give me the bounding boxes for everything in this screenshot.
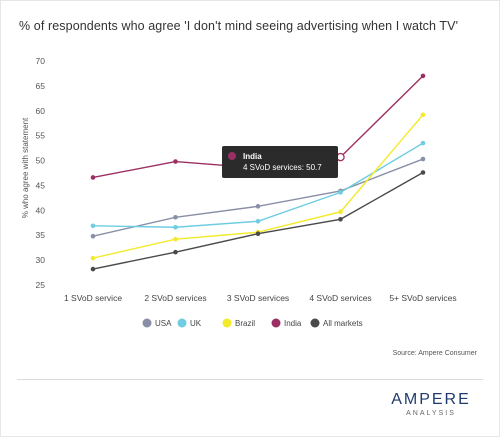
- legend-marker[interactable]: [142, 318, 152, 328]
- tooltip-value: 4 SVoD services: 50.7: [243, 163, 322, 172]
- ampere-logo: AMPERE ANALYSIS: [387, 391, 475, 419]
- data-point-uk[interactable]: [338, 190, 343, 195]
- tooltip-series-name: India: [243, 152, 262, 161]
- y-tick-label: 55: [36, 131, 46, 141]
- data-point-uk[interactable]: [90, 223, 96, 229]
- data-point-all-markets[interactable]: [90, 266, 96, 272]
- y-tick-label: 30: [36, 255, 46, 265]
- y-tick-label: 45: [36, 180, 46, 190]
- data-point-all-markets[interactable]: [173, 249, 178, 255]
- data-point-brazil[interactable]: [420, 112, 426, 118]
- legend-label[interactable]: All markets: [323, 319, 363, 328]
- data-point-india[interactable]: [173, 159, 178, 164]
- y-tick-label: 60: [36, 106, 46, 116]
- data-point-uk[interactable]: [420, 140, 426, 146]
- x-tick-label: 4 SVoD services: [309, 293, 371, 303]
- legend-label[interactable]: USA: [155, 319, 172, 328]
- data-point-uk[interactable]: [255, 218, 261, 224]
- data-point-uk[interactable]: [173, 224, 178, 230]
- x-tick-label: 5+ SVoD services: [389, 293, 456, 303]
- tooltip-box: [222, 146, 338, 178]
- data-point-usa[interactable]: [255, 204, 261, 209]
- legend-label[interactable]: Brazil: [235, 319, 255, 328]
- tooltip: India 4 SVoD services: 50.7: [222, 146, 338, 178]
- data-point-all-markets[interactable]: [420, 170, 426, 175]
- y-tick-label: 25: [36, 280, 46, 290]
- y-tick-label: 70: [36, 56, 46, 66]
- legend-label[interactable]: UK: [190, 319, 202, 328]
- logo-main-text: AMPERE: [391, 391, 471, 408]
- axis-layer: 25 30 35 40 45 50 55 60 65 70 % who agree with sta…: [21, 56, 457, 303]
- x-tick-label: 1 SVoD service: [64, 293, 122, 303]
- data-point-usa[interactable]: [90, 233, 96, 239]
- series-line-brazil: [92, 114, 424, 259]
- legend-marker[interactable]: [271, 318, 281, 328]
- y-tick-label: 40: [36, 205, 46, 215]
- x-tick-label: 3 SVoD services: [227, 293, 289, 303]
- points-layer: [90, 73, 426, 272]
- y-tick-label: 50: [36, 156, 46, 166]
- data-point-brazil[interactable]: [173, 236, 178, 242]
- y-tick-label: 35: [36, 230, 46, 240]
- data-point-usa[interactable]: [173, 215, 178, 220]
- logo-sub-text: ANALYSIS: [406, 410, 456, 417]
- data-point-usa[interactable]: [420, 156, 426, 162]
- tooltip-series-marker: [228, 152, 236, 160]
- chart-title: % of respondents who agree 'I don't mind…: [19, 19, 459, 33]
- data-point-brazil[interactable]: [338, 209, 343, 215]
- data-point-india[interactable]: [420, 73, 426, 79]
- legend-marker[interactable]: [177, 318, 187, 328]
- legend[interactable]: USA UK Brazil India All markets: [142, 318, 363, 329]
- data-point-brazil[interactable]: [90, 255, 96, 261]
- y-axis-label: % who agree with statement: [21, 117, 30, 218]
- legend-marker[interactable]: [310, 318, 320, 328]
- divider: [17, 379, 483, 380]
- y-tick-label: 65: [36, 81, 46, 91]
- legend-marker[interactable]: [222, 318, 232, 328]
- data-point-all-markets[interactable]: [338, 216, 343, 222]
- x-tick-label: 2 SVoD services: [144, 293, 206, 303]
- source-note: Source: Ampere Consumer: [392, 350, 477, 357]
- data-point-all-markets[interactable]: [255, 231, 261, 237]
- legend-label[interactable]: India: [284, 319, 302, 328]
- data-point-india[interactable]: [90, 175, 96, 180]
